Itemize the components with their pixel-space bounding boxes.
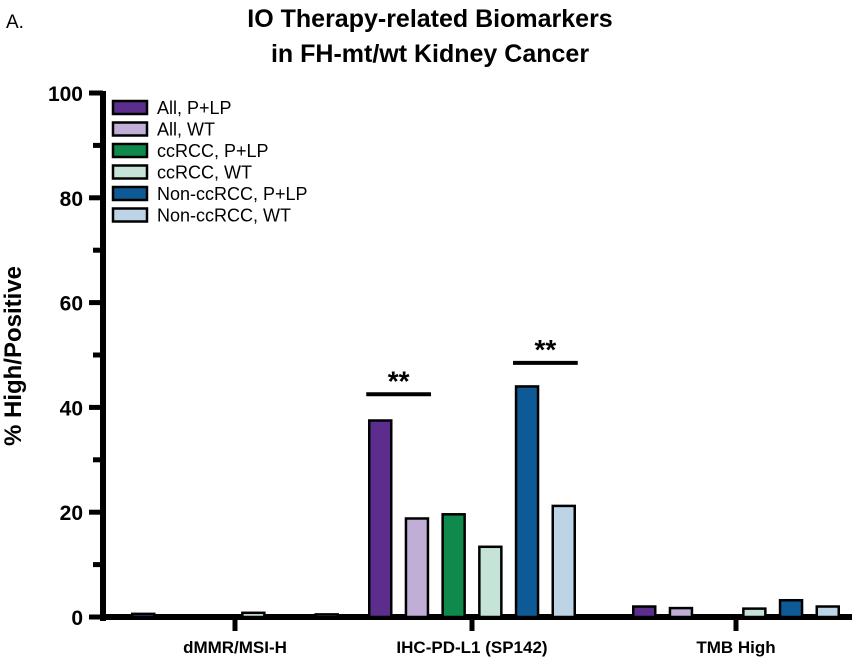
legend-swatch bbox=[111, 121, 149, 137]
y-tick-label: 80 bbox=[60, 188, 83, 211]
y-tick-label: 0 bbox=[71, 607, 83, 630]
legend-label: All, WT bbox=[157, 120, 215, 140]
axes: 0 20 40 60 80 100 dMMR/MSI-H IHC-PD-L1 (SP142) T… bbox=[48, 83, 852, 657]
bar-tmb-high-series-4 bbox=[778, 598, 804, 619]
significance-annotations: ** ** bbox=[366, 334, 578, 397]
significance-label: ** bbox=[388, 365, 410, 396]
legend-label: ccRCC, WT bbox=[157, 163, 252, 183]
bar-tmb-high-series-3 bbox=[742, 607, 767, 619]
legend-label: ccRCC, P+LP bbox=[157, 141, 269, 161]
x-category-label: IHC-PD-L1 (SP142) bbox=[396, 638, 547, 657]
legend-swatch bbox=[111, 185, 149, 202]
legend-label: Non-ccRCC, P+LP bbox=[157, 184, 308, 204]
bar-tmb-high-series-1 bbox=[668, 606, 694, 619]
bar-ihc-pd-l1-sp142--series-5 bbox=[551, 504, 576, 619]
y-tick-label: 40 bbox=[60, 397, 83, 420]
legend-swatch bbox=[111, 142, 149, 159]
legend-swatch bbox=[111, 207, 149, 223]
bars bbox=[131, 385, 840, 619]
legend-swatch bbox=[111, 164, 149, 180]
bar-dmmr-msi-h-series-5 bbox=[314, 613, 339, 619]
bar-dmmr-msi-h-series-0 bbox=[131, 612, 156, 619]
y-tick-label: 100 bbox=[48, 83, 83, 106]
bar-dmmr-msi-h-series-3 bbox=[241, 611, 266, 619]
x-category-label: dMMR/MSI-H bbox=[183, 638, 287, 657]
panel-label: A. bbox=[6, 12, 24, 33]
bar-ihc-pd-l1-sp142--series-0 bbox=[368, 419, 393, 619]
bar-ihc-pd-l1-sp142--series-4 bbox=[514, 385, 540, 619]
chart-title-line-2: in FH-mt/wt Kidney Cancer bbox=[270, 40, 590, 68]
y-tick-label: 60 bbox=[60, 293, 83, 316]
chart-title-line-1: IO Therapy-related Biomarkers bbox=[247, 5, 613, 33]
significance-label: ** bbox=[535, 334, 557, 365]
bar-ihc-pd-l1-sp142--series-2 bbox=[441, 513, 466, 619]
bar-ihc-pd-l1-sp142--series-1 bbox=[404, 517, 430, 619]
x-category-label: TMB High bbox=[696, 638, 775, 657]
bar-tmb-high-series-0 bbox=[632, 605, 657, 619]
y-tick-label: 20 bbox=[60, 502, 83, 525]
legend-label: All, P+LP bbox=[157, 98, 232, 118]
legend-swatch bbox=[111, 99, 149, 116]
bar-ihc-pd-l1-sp142--series-3 bbox=[478, 545, 503, 619]
legend-label: Non-ccRCC, WT bbox=[157, 206, 291, 226]
bar-tmb-high-series-5 bbox=[815, 605, 840, 619]
